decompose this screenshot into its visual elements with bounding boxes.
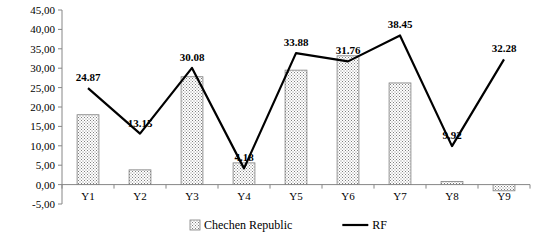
x-tick-label: Y9: [497, 190, 511, 202]
legend-swatch: [342, 224, 368, 226]
bar: [129, 170, 151, 185]
y-tick: [58, 165, 62, 166]
y-tick: [58, 48, 62, 49]
data-label: 13.15: [128, 117, 153, 129]
x-tick: [322, 185, 323, 189]
y-tick: [58, 204, 62, 205]
y-tick-label: 0,00: [36, 179, 56, 191]
legend: Chechen Republic RF: [190, 218, 387, 232]
x-tick: [374, 185, 375, 189]
chart: -5,00 0,00 5,00 10,00 15,00 20,00 25,00 30,00 35…: [0, 0, 540, 240]
bar: [77, 115, 99, 185]
x-tick: [270, 185, 271, 189]
y-tick-label: 45,00: [30, 4, 55, 16]
x-tick-label: Y6: [341, 190, 355, 202]
bar: [181, 77, 203, 185]
line: [88, 35, 504, 168]
bar: [441, 181, 463, 184]
y-tick: [58, 29, 62, 30]
data-label: 33.88: [284, 36, 309, 48]
plot-area: [77, 35, 515, 190]
y-tick: [58, 87, 62, 88]
bar: [389, 83, 411, 185]
legend-label: Chechen Republic: [204, 218, 292, 232]
bar: [493, 185, 515, 191]
y-tick: [58, 145, 62, 146]
y-tick-label: 15,00: [30, 120, 55, 132]
y-tick-label: 40,00: [30, 23, 55, 35]
y-tick: [58, 184, 62, 185]
x-tick: [114, 185, 115, 189]
y-tick: [58, 68, 62, 69]
data-label: 38.45: [388, 18, 413, 30]
y-tick-label: 25,00: [30, 82, 55, 94]
y-tick: [58, 10, 62, 11]
x-tick: [166, 185, 167, 189]
x-tick: [62, 185, 63, 189]
x-tick: [478, 185, 479, 189]
y-tick-label: 5,00: [36, 159, 56, 171]
y-tick: [58, 107, 62, 108]
x-tick-label: Y2: [133, 190, 146, 202]
data-label: 24.87: [76, 71, 101, 83]
x-tick-label: Y8: [445, 190, 459, 202]
y-tick-label: 20,00: [30, 101, 55, 113]
x-tick: [530, 185, 531, 189]
x-tick-label: Y4: [237, 190, 251, 202]
legend-swatch: [190, 220, 200, 230]
data-label: 32.28: [492, 42, 517, 54]
data-label: 31.76: [336, 44, 361, 56]
x-tick-label: Y3: [185, 190, 199, 202]
bar: [285, 70, 307, 184]
data-labels: 24.87 13.15 30.08 4.18 33.88 31.76 38.45 9.92 32…: [76, 18, 517, 163]
x-tick: [426, 185, 427, 189]
x-tick: [218, 185, 219, 189]
y-tick-label: 10,00: [30, 140, 55, 152]
y-tick-label: -5,00: [32, 198, 55, 210]
data-label: 30.08: [180, 51, 205, 63]
x-tick-label: Y7: [393, 190, 407, 202]
y-tick: [58, 126, 62, 127]
x-tick-label: Y5: [289, 190, 303, 202]
y-tick-label: 35,00: [30, 43, 55, 55]
x-tick-label: Y1: [81, 190, 94, 202]
data-label: 9.92: [442, 129, 462, 141]
data-label: 4.18: [234, 151, 254, 163]
legend-label: RF: [372, 218, 387, 232]
y-tick-label: 30,00: [30, 62, 55, 74]
bar: [337, 56, 359, 185]
